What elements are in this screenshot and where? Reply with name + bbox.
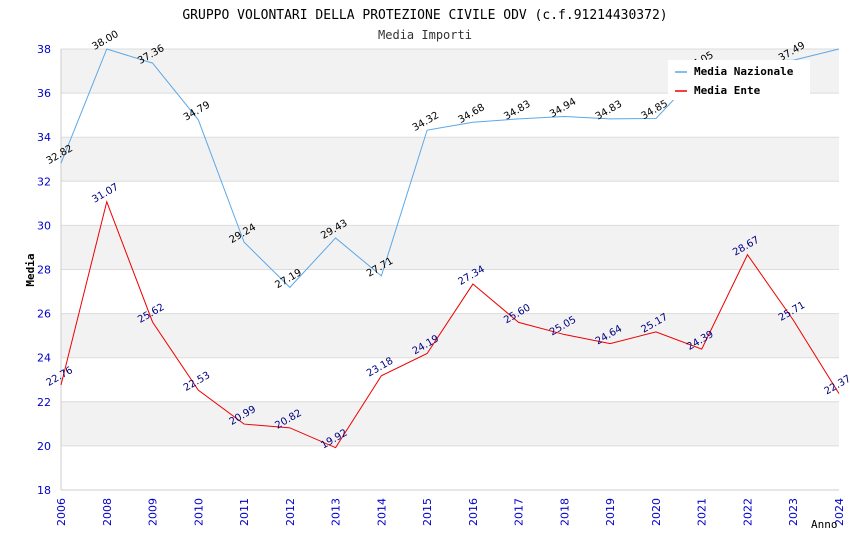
data-label: 22.76 [45,365,75,389]
y-tick-label: 36 [37,87,51,100]
x-tick-label: 2021 [696,498,709,526]
y-axis-label: Media [24,253,37,286]
x-tick-label: 2017 [513,498,526,526]
x-tick-label: 2008 [101,498,114,526]
y-tick-label: 34 [37,131,51,144]
x-tick-label: 2019 [604,498,617,526]
y-tick-label: 38 [37,43,51,56]
chart-subtitle: Media Importi [378,28,472,42]
data-label: 34.32 [411,110,441,134]
y-tick-label: 32 [37,175,51,188]
y-tick-label: 28 [37,264,51,277]
grid-band [61,401,839,446]
x-tick-label: 2018 [558,498,571,526]
x-tick-label: 2024 [833,498,846,526]
x-tick-label: 2014 [375,498,388,526]
y-tick-label: 24 [37,352,51,365]
y-tick-label: 22 [37,396,51,409]
data-label: 27.19 [273,267,303,291]
x-tick-label: 2010 [192,498,205,526]
legend-label-media-ente: Media Ente [694,84,761,97]
axes [60,49,839,491]
legend-label-media-nazionale: Media Nazionale [694,65,794,78]
y-tick-label: 30 [37,219,51,232]
x-tick-label: 2009 [147,498,160,526]
data-label: 34.79 [182,100,212,124]
data-label: 23.18 [365,356,395,380]
grid-band [61,137,839,182]
x-tick-label: 2012 [284,498,297,526]
series-line-media-ente [60,200,840,449]
legend: Media Nazionale Media Ente [668,60,810,100]
data-label: 31.07 [90,182,120,206]
x-tick-label: 2020 [650,498,663,526]
x-tick-label: 2006 [55,498,68,526]
y-tick-label: 20 [37,440,51,453]
background-bands [61,49,839,446]
x-tick-label: 2013 [330,498,343,526]
y-tick-label: 18 [37,484,51,497]
x-tick-labels: 2006 2008 2009 2010 2011 2012 2013 2014 2015 2016… [55,498,846,526]
x-tick-label: 2016 [467,498,480,526]
data-label: 22.37 [823,374,850,398]
y-tick-labels: 18 20 22 24 26 28 30 32 34 36 38 [37,43,51,497]
legend-box [668,60,810,100]
y-tick-label: 26 [37,308,51,321]
x-tick-label: 2015 [421,498,434,526]
x-tick-label: 2011 [238,498,251,526]
x-axis-label: Anno [811,518,838,531]
x-tick-label: 2023 [787,498,800,526]
data-label: 22.53 [182,370,212,394]
grid-band [61,225,839,270]
grid-band [61,313,839,358]
x-tick-label: 2022 [741,498,754,526]
chart-title: GRUPPO VOLONTARI DELLA PROTEZIONE CIVILE… [182,8,667,23]
